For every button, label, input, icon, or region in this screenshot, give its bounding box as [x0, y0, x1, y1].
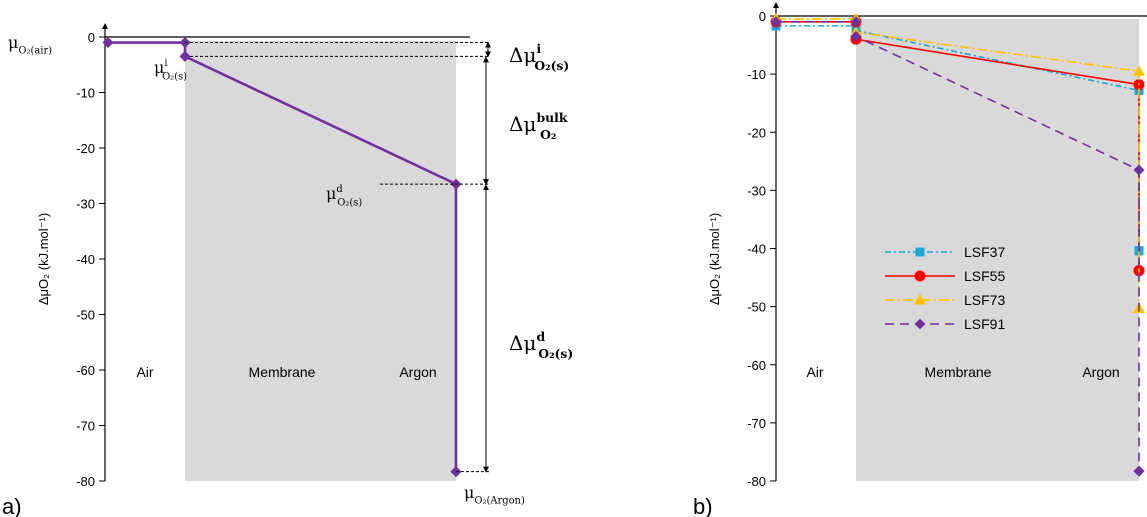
- mu-d-label: μd O₂(s): [326, 184, 362, 209]
- panel-b-label: b): [693, 494, 713, 517]
- panel-b-region-label: Air: [806, 364, 823, 380]
- legend-marker-lsf55: [914, 270, 926, 282]
- legend-marker-lsf37: [915, 247, 925, 257]
- legend-label-lsf37: LSF37: [964, 244, 1005, 260]
- panel-b-chart: 0 -10 -20 -30 -40 -50 -60 -70 -80 ΔμO₂ (kJ.mol⁻¹)…: [707, 2, 1147, 489]
- panel-b-y-tick-label: -80: [747, 474, 766, 489]
- panel-b-y-tick-label: -70: [747, 416, 766, 431]
- mu-air-label: μO₂(air): [8, 33, 52, 57]
- panel-a-label: a): [2, 494, 22, 517]
- panel-a-y-tick-label: -50: [76, 308, 95, 323]
- delta-mu-d-label: Δμd O₂(s): [509, 329, 573, 361]
- panel-b-region-label: Argon: [1082, 364, 1119, 380]
- panel-b-y-tick-label: 0: [759, 9, 766, 24]
- panel-a-region-label: Membrane: [249, 364, 316, 380]
- panel-b-membrane-region: [856, 19, 1139, 481]
- legend-label-lsf55: LSF55: [964, 268, 1005, 284]
- panel-b-y-axis-label: ΔμO₂ (kJ.mol⁻¹): [707, 213, 722, 305]
- panel-a-y-tick-label: -60: [76, 363, 95, 378]
- delta-mu-interface-label: Δμi O₂(s): [509, 41, 569, 73]
- panel-a-y-axis-label: ΔμO₂ (kJ.mol⁻¹): [36, 213, 51, 305]
- mu-interface-label: μi O₂(s): [154, 58, 187, 83]
- legend-label-lsf91: LSF91: [964, 316, 1005, 332]
- panel-b-data-point: [770, 16, 782, 28]
- panel-a-region-label: Air: [136, 364, 153, 380]
- panel-b-region-label: Membrane: [925, 364, 992, 380]
- panel-a-membrane-region: [185, 41, 456, 481]
- panel-b-data-point: [1133, 164, 1145, 176]
- panel-b-data-point: [1133, 65, 1145, 76]
- panel-a-y-tick-label: -30: [76, 197, 95, 212]
- panel-a-y-tick-label: -10: [76, 86, 95, 101]
- panel-a-y-tick-label: -70: [76, 419, 95, 434]
- panel-a-region-label: Argon: [399, 364, 436, 380]
- panel-a-data-point: [179, 50, 191, 62]
- legend-label-lsf73: LSF73: [964, 292, 1005, 308]
- panel-a-y-tick-label: 0: [88, 30, 95, 45]
- legend-marker-lsf73: [914, 294, 926, 305]
- mu-argon-label: μO₂(Argon): [464, 483, 525, 507]
- panel-a-y-tick-label: -80: [76, 474, 95, 489]
- panel-b-y-tick-label: -10: [747, 67, 766, 82]
- panel-b-data-point: [850, 16, 862, 28]
- panel-b-y-tick-label: -30: [747, 183, 766, 198]
- panel-b-data-point: [1133, 465, 1145, 477]
- panel-a-y-tick-label: -20: [76, 141, 95, 156]
- panel-b-y-tick-label: -50: [747, 300, 766, 315]
- panel-a-y-tick-label: -40: [76, 252, 95, 267]
- panel-b-y-tick-label: -40: [747, 242, 766, 257]
- panel-b-y-tick-label: -20: [747, 125, 766, 140]
- panel-b-data-point: [850, 30, 862, 42]
- panel-a-data-point: [102, 37, 114, 49]
- panel-a-chart: 0 -10 -20 -30 -40 -50 -60 -70 -80 ΔμO₂ (kJ.mol⁻¹)…: [8, 23, 573, 507]
- legend-marker-lsf91: [914, 318, 926, 330]
- delta-mu-bulk-label: Δμbulk O₂: [509, 110, 568, 142]
- panel-b-y-tick-label: -60: [747, 358, 766, 373]
